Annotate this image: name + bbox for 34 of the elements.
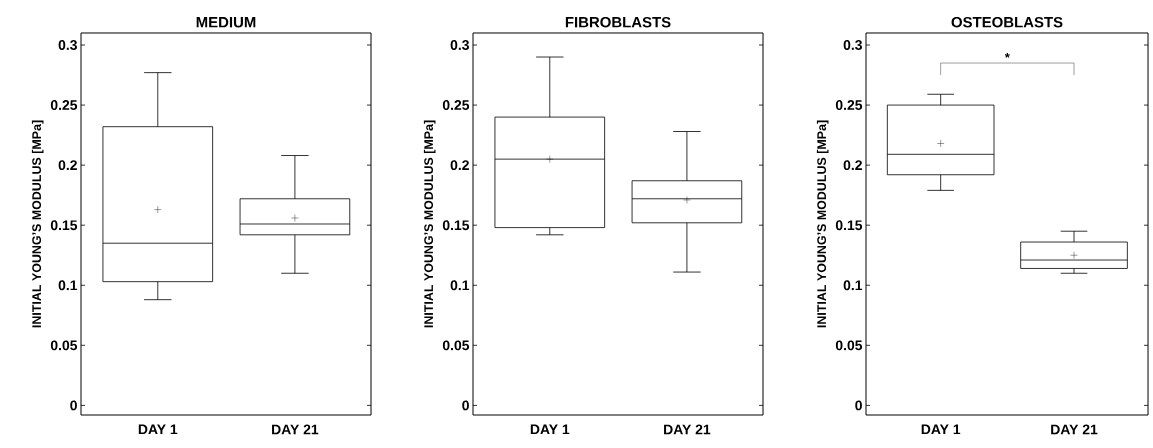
annotation: *: [1004, 52, 1010, 58]
x-tick-label: DAY 1: [138, 424, 178, 435]
y-tick-label: 0.1: [843, 280, 863, 291]
x-tick-label: DAY 21: [272, 424, 319, 435]
chart-title: OSTEOBLASTS: [951, 16, 1063, 28]
y-tick-label: 0.1: [58, 280, 78, 291]
y-tick-label: 0.3: [843, 40, 862, 50]
y-tick-label: 0.25: [835, 100, 863, 111]
y-axis-title: INITIAL YOUNG’S MODULUS [MPa]: [423, 120, 436, 328]
y-axis-title: INITIAL YOUNG’S MODULUS [MPa]: [816, 120, 829, 328]
y-tick-label: 0.3: [450, 40, 469, 50]
x-tick-label: DAY 21: [1051, 424, 1098, 435]
y-tick-label: 0.25: [50, 100, 78, 111]
x-tick-label: DAY 21: [664, 424, 711, 435]
y-axis-title: INITIAL YOUNG’S MODULUS [MPa]: [31, 120, 44, 328]
y-tick-label: 0.05: [50, 340, 78, 351]
chart-title: MEDIUM: [196, 17, 256, 28]
y-tick-label: 0: [70, 400, 77, 411]
y-tick-label: 0.05: [442, 340, 470, 351]
y-tick-label: 0.2: [450, 160, 469, 171]
y-tick-label: 0.25: [442, 100, 470, 111]
y-tick-label: 0: [855, 400, 862, 411]
y-tick-label: 0.15: [442, 220, 470, 231]
y-tick-label: 0.05: [835, 340, 863, 351]
y-tick-label: 0.1: [450, 280, 470, 291]
y-tick-label: 0.2: [58, 160, 77, 171]
y-tick-label: 0.15: [50, 220, 78, 231]
y-tick-label: 0.2: [843, 160, 862, 171]
y-tick-label: 0.15: [835, 220, 863, 231]
y-tick-label: 0.3: [58, 40, 77, 50]
x-tick-label: DAY 1: [921, 424, 961, 435]
y-tick-label: 0: [462, 400, 469, 411]
x-tick-label: DAY 1: [530, 424, 570, 435]
chart-title: FIBROBLASTS: [565, 16, 671, 28]
